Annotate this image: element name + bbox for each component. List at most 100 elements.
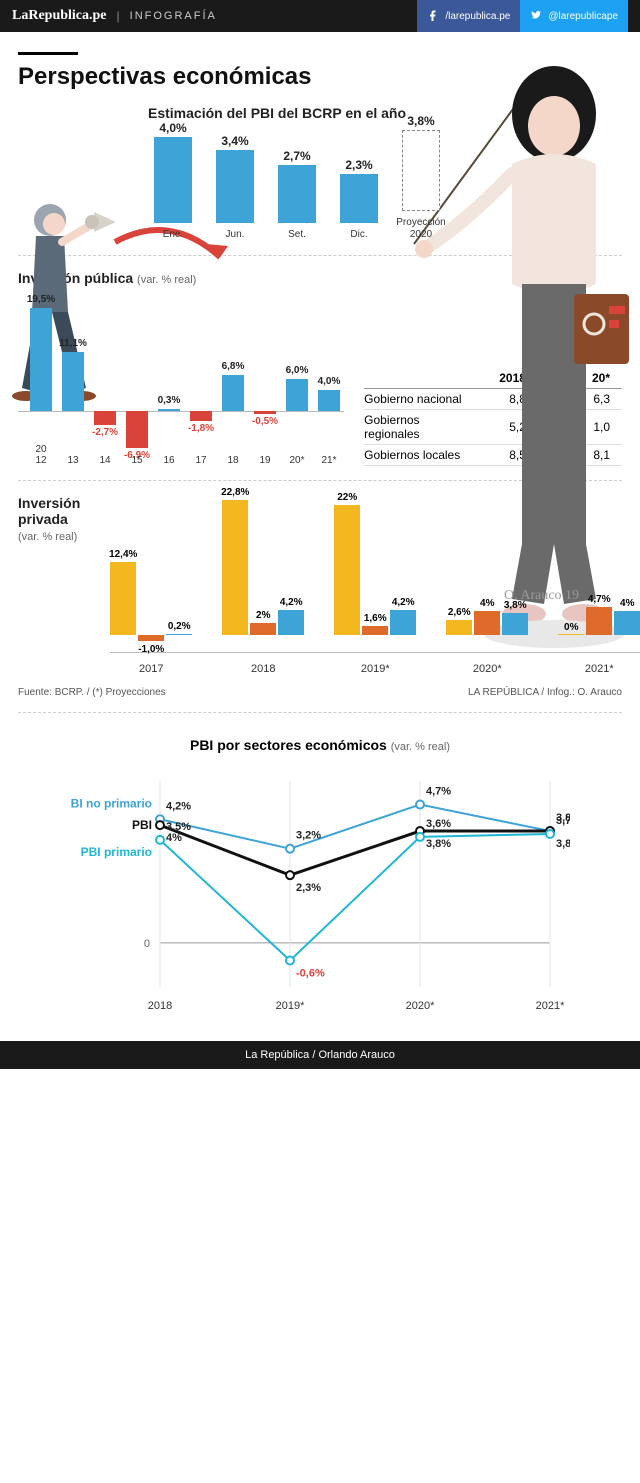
inv-pub-title: Inversión pública (var. % real) <box>18 270 622 286</box>
line-chart-svg: 020182019*2020*2021*PBI no primario4,2%3… <box>70 761 570 1021</box>
bar <box>158 409 180 411</box>
bar-category: 14 <box>92 455 118 466</box>
bar-category: Set. <box>269 229 325 241</box>
table-cell: 8,8 <box>487 389 538 410</box>
bar-value: 4,0% <box>309 376 349 387</box>
svg-text:2,3%: 2,3% <box>296 882 321 894</box>
bar-value: 0% <box>551 622 591 633</box>
bar <box>216 150 254 223</box>
bar-value: 3,8% <box>407 114 434 128</box>
bar-wrap: -1,0% <box>138 499 164 657</box>
bar-wrap: 0,2% <box>166 499 192 657</box>
table-row: Gobiernos regionales5,25,21,0 <box>364 410 622 445</box>
facebook-icon <box>427 9 439 24</box>
bar-wrap: 22% <box>334 499 360 657</box>
bar-value: -1,0% <box>131 644 171 655</box>
group-category: 2017 <box>139 663 163 675</box>
bar <box>166 634 192 635</box>
table-header: 2018 <box>487 368 538 389</box>
bar-category: 19 <box>252 455 278 466</box>
bar-category: Proyección 2020 <box>393 217 449 241</box>
bar-category: 18 <box>220 455 246 466</box>
bar-wrap: 3,8% <box>502 499 528 657</box>
footnote: Fuente: BCRP. / (*) Proyecciones LA REPÚ… <box>18 687 622 698</box>
bar <box>126 411 148 448</box>
inv-priv-title: Inversión privada (var. % real) <box>18 495 80 543</box>
separator: | <box>117 9 120 23</box>
footer-credit: La República / Orlando Arauco <box>245 1049 395 1061</box>
bar-value: 12,4% <box>103 549 143 560</box>
bar-category: 2012 <box>28 444 54 466</box>
bar <box>110 562 136 635</box>
ip-col: -1,8%17 <box>188 296 214 466</box>
table-cell: 8,5 <box>538 445 580 466</box>
bar <box>614 611 640 635</box>
bar <box>222 375 244 411</box>
gov-table: 201819*20*Gobierno nacional8,84,66,3Gobi… <box>364 368 622 466</box>
twitter-link[interactable]: @larepublicape <box>520 0 628 32</box>
facebook-handle: /larepublica.pe <box>445 11 510 22</box>
bar <box>278 610 304 635</box>
svg-text:3,7%: 3,7% <box>556 815 570 827</box>
ipr-group: 0%4,7%4%2021* <box>558 499 640 675</box>
footnote-credit: LA REPÚBLICA / Infog.: O. Arauco <box>468 687 622 698</box>
inversion-publica-section: Inversión pública (var. % real) 19,5%201… <box>18 270 622 466</box>
line-chart-title-text: PBI por sectores económicos <box>190 737 387 753</box>
bar-value: 0,2% <box>159 621 199 632</box>
ipr-group: 12,4%-1,0%0,2%2017 <box>110 499 192 675</box>
footer-bar: La República / Orlando Arauco <box>0 1041 640 1069</box>
bar-wrap: 22,8% <box>222 499 248 657</box>
table-row: Gobierno nacional8,84,66,3 <box>364 389 622 410</box>
bar-wrap: 4% <box>474 499 500 657</box>
pbi-estimation-chart: Estimación del PBI del BCRP en el año 4,… <box>148 105 448 241</box>
bar <box>94 411 116 425</box>
inversion-privada-section: Inversión privada (var. % real) 12,4%-1,… <box>18 495 622 675</box>
ip-col: 6,0%20* <box>284 296 310 466</box>
ipr-group: 22%1,6%4,2%2019* <box>334 499 416 675</box>
ip-col: 0,3%16 <box>156 296 182 466</box>
table-header: 20* <box>580 368 622 389</box>
bar <box>154 137 192 223</box>
ipr-group: 22,8%2%4,2%2018 <box>222 499 304 675</box>
bar-wrap: 2% <box>250 499 276 657</box>
group-category: 2018 <box>251 663 275 675</box>
bar <box>390 610 416 635</box>
svg-text:4,2%: 4,2% <box>166 800 191 812</box>
bar <box>446 620 472 635</box>
bar-category: 17 <box>188 455 214 466</box>
bar-value: 22% <box>327 492 367 503</box>
page-title: Perspectivas económicas <box>18 63 622 91</box>
inv-pub-subtitle: (var. % real) <box>137 274 196 286</box>
header-bar: LaRepublica.pe | INFOGRAFÍA /larepublica… <box>0 0 640 32</box>
title-rule <box>18 52 78 55</box>
svg-text:-0,6%: -0,6% <box>296 968 325 980</box>
bar-value: 2,7% <box>283 149 310 163</box>
ip-col: 6,8%18 <box>220 296 246 466</box>
bar-wrap: 4% <box>614 499 640 657</box>
bar-value: 0,3% <box>149 395 189 406</box>
bar-category: 20* <box>284 455 310 466</box>
facebook-link[interactable]: /larepublica.pe <box>417 0 520 32</box>
bar-wrap: 12,4% <box>110 499 136 657</box>
ip-col: -0,5%19 <box>252 296 278 466</box>
bar-category: 13 <box>60 455 86 466</box>
table-cell: 8,5 <box>487 445 538 466</box>
bar-value: 4,2% <box>383 597 423 608</box>
bar <box>138 635 164 641</box>
svg-text:0: 0 <box>144 938 150 950</box>
svg-text:4%: 4% <box>166 832 182 844</box>
bar-wrap: 1,6% <box>362 499 388 657</box>
inv-pub-chart: 19,5%201211,1%13-2,7%14-6,9%150,3%16-1,8… <box>18 296 344 466</box>
svg-text:4,7%: 4,7% <box>426 786 451 798</box>
svg-text:2019*: 2019* <box>276 1000 305 1012</box>
bar-value: 2,3% <box>345 158 372 172</box>
inv-pub-title-text: Inversión pública <box>18 270 133 286</box>
bar <box>474 611 500 635</box>
svg-text:2021*: 2021* <box>536 1000 565 1012</box>
bar <box>30 308 52 411</box>
group-category: 2019* <box>361 663 390 675</box>
ip-col: 11,1%13 <box>60 296 86 466</box>
table-cell: 5,2 <box>487 410 538 445</box>
table-cell: 5,2 <box>538 410 580 445</box>
group-category: 2021* <box>585 663 614 675</box>
